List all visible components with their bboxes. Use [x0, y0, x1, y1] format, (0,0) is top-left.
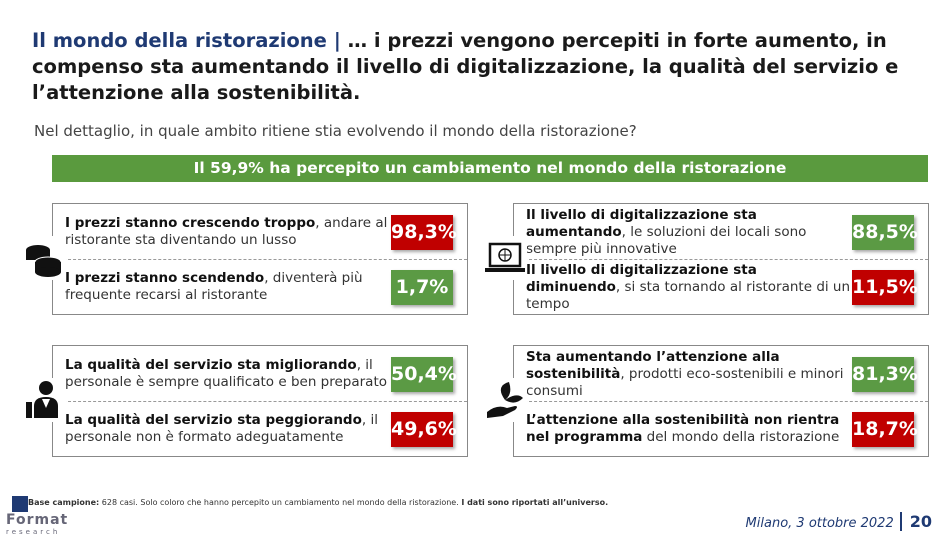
percentage-badge: 81,3%: [852, 357, 918, 392]
answer-row: Il livello di digitalizzazione sta dimin…: [526, 262, 852, 313]
answer-bold: Il livello di digitalizzazione sta aumen…: [526, 206, 757, 240]
plant-hand-icon: [483, 378, 527, 422]
divider: [514, 401, 928, 402]
sample-note: Base campione: 628 casi. Solo coloro che…: [28, 498, 608, 507]
answer-bold: La qualità del servizio sta migliorando: [65, 357, 357, 373]
percentage-badge: 49,6%: [391, 412, 457, 447]
answer-box: I prezzi stanno crescendo troppo, andare…: [52, 203, 468, 315]
answer-row: La qualità del servizio sta migliorando,…: [65, 350, 391, 398]
answer-bold: I prezzi stanno crescendo troppo: [65, 215, 316, 231]
answer-row: La qualità del servizio sta peggiorando,…: [65, 405, 391, 453]
logo-text: Format: [6, 512, 69, 528]
answer-text: I prezzi stanno crescendo troppo, andare…: [65, 215, 391, 249]
answer-text: La qualità del servizio sta migliorando,…: [65, 357, 391, 391]
answer-rest: , le soluzioni dei locali sono sempre pi…: [526, 223, 807, 257]
answer-bold: Il livello di digitalizzazione sta dimin…: [526, 261, 757, 295]
answer-rest: , il personale è sempre qualificato e be…: [65, 357, 388, 390]
divider: [53, 401, 467, 402]
answer-rest: , si sta tornando al ristorante di un te…: [526, 278, 851, 312]
answer-bold: La qualità del servizio sta peggiorando: [65, 412, 362, 428]
percentage-badge: 18,7%: [852, 412, 918, 447]
logo-subtext: research: [6, 528, 61, 535]
waiter-icon: [22, 378, 66, 422]
answer-text: I prezzi stanno scendendo, diventerà più…: [65, 270, 391, 304]
title-section: Il mondo della ristorazione |: [32, 29, 348, 52]
answer-row: I prezzi stanno scendendo, diventerà più…: [65, 263, 391, 311]
question: Nel dettaglio, in quale ambito ritiene s…: [34, 122, 637, 140]
summary-banner: Il 59,9% ha percepito un cambiamento nel…: [52, 155, 928, 182]
divider: [514, 259, 928, 260]
answer-bold: Sta aumentando l’attenzione alla sosteni…: [526, 348, 780, 382]
answer-text: L’attenzione alla sostenibilità non rien…: [526, 412, 852, 446]
answer-rest: , il personale non è formato adeguatamen…: [65, 412, 378, 445]
percentage-badge: 1,7%: [391, 270, 453, 305]
answer-box: Il livello di digitalizzazione sta aumen…: [513, 203, 929, 315]
answer-text: Sta aumentando l’attenzione alla sosteni…: [526, 349, 852, 400]
date-text: Milano, 3 ottobre 2022: [745, 516, 894, 531]
sample-label: Base campione:: [28, 498, 100, 507]
page-number: 20: [899, 512, 932, 531]
answer-box: La qualità del servizio sta migliorando,…: [52, 345, 468, 457]
percentage-badge: 88,5%: [852, 215, 918, 250]
answer-rest: , prodotti eco-sostenibili e minori cons…: [526, 365, 844, 399]
percentage-badge: 50,4%: [391, 357, 457, 392]
answer-rest: , diventerà più frequente recarsi al ris…: [65, 270, 363, 303]
laptop-globe-icon: [483, 236, 527, 280]
answer-text: Il livello di digitalizzazione sta dimin…: [526, 262, 852, 313]
answer-text: Il livello di digitalizzazione sta aumen…: [526, 207, 852, 258]
answer-row: Il livello di digitalizzazione sta aumen…: [526, 207, 852, 258]
coins-icon: [22, 236, 66, 280]
answer-row: Sta aumentando l’attenzione alla sosteni…: [526, 349, 852, 400]
title-text: … i prezzi vengono percepiti in forte au…: [32, 29, 899, 104]
answer-rest: del mondo della ristorazione: [642, 429, 840, 445]
answer-text: La qualità del servizio sta peggiorando,…: [65, 412, 391, 446]
divider: [53, 259, 467, 260]
answer-bold: L’attenzione alla sostenibilità non rien…: [526, 412, 840, 445]
sample-note-bold: I dati sono riportati all’universo.: [461, 498, 609, 507]
slide-title: Il mondo della ristorazione | … i prezzi…: [32, 28, 912, 106]
footer-date: Milano, 3 ottobre 2022 20: [746, 512, 932, 531]
answer-box: Sta aumentando l’attenzione alla sosteni…: [513, 345, 929, 457]
answer-row: I prezzi stanno crescendo troppo, andare…: [65, 208, 391, 256]
answer-rest: , andare al ristorante sta diventando un…: [65, 215, 388, 248]
percentage-badge: 98,3%: [391, 215, 457, 250]
answer-row: L’attenzione alla sostenibilità non rien…: [526, 405, 852, 453]
answer-bold: I prezzi stanno scendendo: [65, 270, 265, 286]
sample-text: 628 casi. Solo coloro che hanno percepit…: [99, 498, 462, 507]
format-research-logo: Format research: [6, 496, 68, 535]
percentage-badge: 11,5%: [852, 270, 918, 305]
